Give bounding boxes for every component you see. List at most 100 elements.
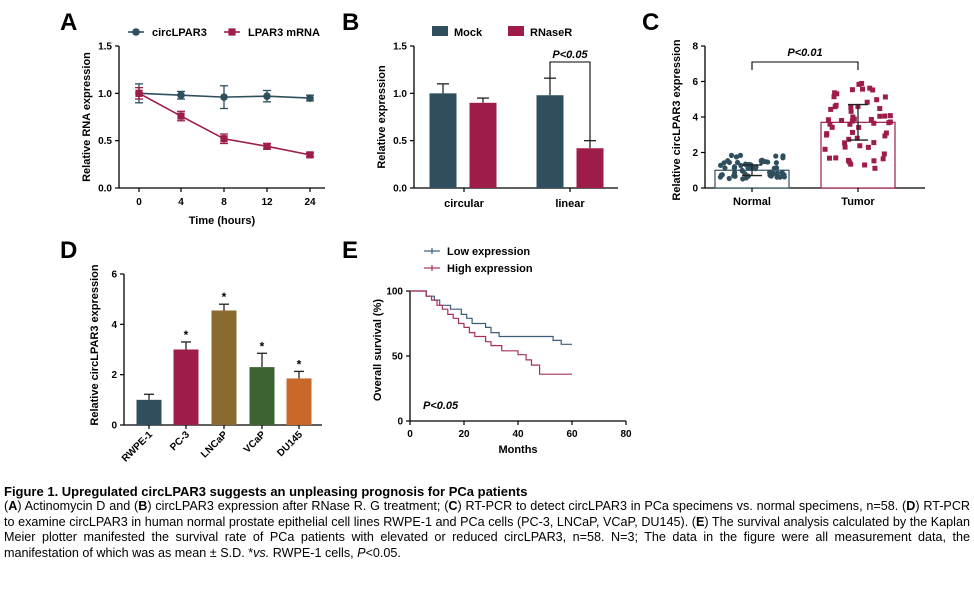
y-tick-label: 0 — [397, 417, 403, 428]
y-axis-label: Relative RNA expression — [81, 52, 93, 182]
x-axis-label: Time (hours) — [189, 215, 256, 227]
x-tick-label: 80 — [620, 429, 632, 440]
y-tick-label: 0.0 — [98, 184, 112, 195]
panel-letter-d: D — [60, 237, 77, 264]
data-point — [263, 142, 271, 150]
panel-c-scatter-bar-chart: 0 2 4 6 8 Relative circLPAR3 expression Normal… — [671, 39, 925, 208]
scatter-point — [833, 102, 839, 108]
scatter-point — [882, 94, 888, 100]
x-tick-label: 4 — [178, 197, 184, 208]
bar — [211, 310, 237, 425]
scatter-point — [877, 106, 883, 112]
scatter-point — [733, 154, 740, 160]
scatter-point — [859, 80, 865, 86]
scatter-point — [839, 118, 845, 124]
x-tick-label: 60 — [566, 429, 578, 440]
scatter-point — [762, 158, 768, 165]
y-tick-label: 2 — [111, 370, 117, 381]
y-axis-label: Relative circLPAR3 expression — [89, 264, 101, 425]
scatter-point — [827, 121, 833, 127]
scatter-point — [732, 169, 738, 176]
scatter-point — [874, 97, 880, 103]
scatter-point — [871, 120, 877, 126]
scatter-point — [867, 85, 873, 91]
caption-fragment: vs. — [253, 545, 270, 560]
scatter-point — [738, 162, 744, 169]
caption-fragment: ( — [4, 499, 9, 514]
x-tick-label: Normal — [733, 196, 771, 208]
scatter-point — [877, 113, 883, 119]
y-tick-label: 6 — [692, 77, 698, 88]
significance-star: * — [222, 290, 227, 304]
caption-fragment: E — [695, 514, 705, 529]
y-tick-label: 0.0 — [393, 184, 407, 195]
scatter-point — [856, 124, 862, 130]
panel-letter-e: E — [342, 237, 358, 264]
significance-label: P<0.01 — [787, 47, 822, 59]
scatter-point — [737, 152, 744, 158]
data-point — [177, 112, 185, 120]
scatter-point — [849, 87, 855, 93]
legend-swatch — [432, 26, 448, 36]
scatter-point — [887, 119, 893, 125]
data-point — [135, 89, 143, 97]
significance-star: * — [184, 328, 189, 342]
survival-curve-0 — [410, 290, 572, 345]
caption-fragment: D — [906, 499, 916, 514]
scatter-point — [848, 104, 854, 110]
bar — [286, 378, 312, 425]
scatter-point — [780, 155, 786, 161]
caption-fragment: ) Actinomycin D and ( — [17, 499, 139, 514]
scatter-point — [871, 158, 877, 164]
data-point — [263, 92, 271, 100]
scatter-point — [734, 159, 741, 166]
caption-fragment: ) RT-PCR to detect circLPAR3 in PCa spec… — [457, 499, 907, 514]
bar — [469, 102, 497, 188]
scatter-point — [880, 156, 886, 162]
legend-label: Mock — [454, 27, 483, 39]
panel-e-survival-chart: 0 50 100 0 20 40 60 80 Months Overall survival (%… — [372, 246, 632, 456]
x-tick-label: circular — [444, 198, 484, 210]
scatter-point — [847, 121, 853, 127]
scatter-point — [882, 113, 888, 119]
scatter-point — [871, 140, 877, 146]
panel-letter-b: B — [342, 9, 359, 36]
significance-label: P<0.05 — [423, 400, 459, 412]
x-tick-label: 8 — [221, 197, 227, 208]
scatter-point — [860, 86, 866, 92]
y-tick-label: 1.0 — [393, 89, 407, 100]
caption-fragment: ) The survival analysis calculated by th… — [4, 514, 970, 560]
panel-letter-a: A — [60, 9, 77, 36]
bar — [249, 367, 275, 425]
scatter-point — [771, 170, 777, 177]
x-axis-label: Months — [498, 444, 537, 456]
y-tick-label: 100 — [386, 287, 403, 298]
bar — [536, 95, 564, 188]
scatter-point — [740, 176, 746, 182]
caption-fragment: B — [138, 499, 148, 514]
panel-a-line-chart: 0.0 0.5 1.0 1.5 0 4 8 12 24 Time (hours) Relative … — [81, 27, 325, 227]
x-tick-label: VCaP — [242, 429, 268, 455]
scatter-point — [856, 81, 862, 87]
panel-b-bar-chart: 0.0 0.5 1.0 1.5 Relative expression circular l… — [376, 26, 618, 210]
scatter-point — [831, 94, 837, 100]
scatter-point — [854, 135, 860, 141]
scatter-point — [850, 129, 856, 135]
scatter-point — [887, 113, 893, 119]
scatter-point — [833, 155, 839, 161]
x-tick-label: LNCaP — [199, 429, 230, 460]
caption-fragment: ) RT-PCR to examine circLPAR3 in human n… — [4, 499, 971, 529]
y-tick-label: 2 — [692, 148, 698, 159]
scatter-point — [862, 162, 868, 168]
legend-marker — [228, 28, 236, 36]
y-tick-label: 8 — [692, 42, 698, 53]
survival-curve-1 — [410, 290, 572, 375]
significance-bracket — [549, 61, 591, 141]
caption-fragment: C — [448, 499, 458, 514]
panel-d-bar-chart: 0 2 4 6 Relative circLPAR3 expression RWPE-1 *… — [89, 264, 322, 464]
data-point — [220, 93, 228, 101]
panel-letter-c: C — [642, 9, 659, 36]
significance-label: P<0.05 — [552, 49, 588, 61]
scatter-point — [822, 146, 828, 152]
